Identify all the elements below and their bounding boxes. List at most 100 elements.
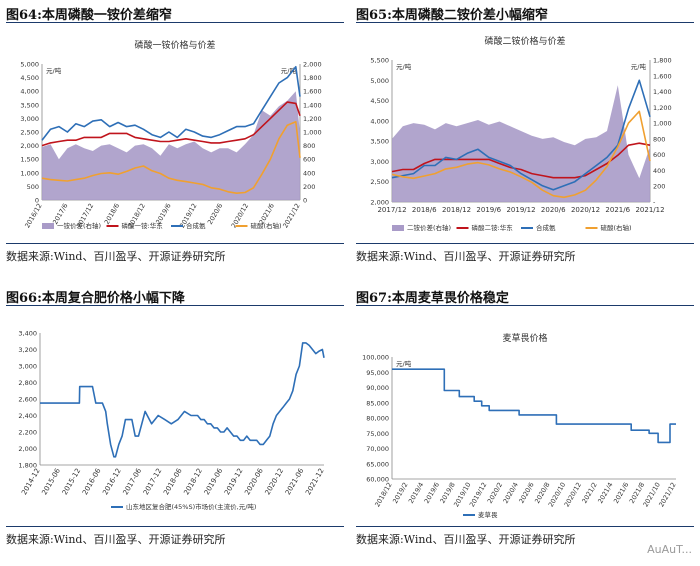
figure-65: 图65:本周磷酸二铵价差小幅缩窄 磷酸二铵价格与价差元/吨 元/吨 2,000 2,5… xyxy=(350,0,700,283)
y-tick-label: 5,500 xyxy=(370,57,389,65)
y-tick-label: 0 xyxy=(35,197,39,205)
x-tick-label: 2021/12 xyxy=(635,206,664,214)
source-text: 数据来源:Wind、百川盈孚、开源证券研究所 xyxy=(6,250,226,263)
y2-tick-label: 200 xyxy=(653,183,665,191)
y2-tick-label: 1,600 xyxy=(303,88,322,96)
x-tick-label: 2020-12 xyxy=(264,467,286,496)
y2-tick-label: 2,000 xyxy=(303,61,322,69)
figure-title: 图64:本周磷酸一铵价差缩窄 xyxy=(6,8,172,23)
y-tick-label: 3,500 xyxy=(20,101,39,109)
x-tick-label: 2018/6 xyxy=(412,206,437,214)
y-tick-label: 60,000 xyxy=(366,476,389,484)
y2-tick-label: 0 xyxy=(303,197,307,205)
y2-tick-label: 1,800 xyxy=(303,74,322,82)
x-tick-label: 2017-12 xyxy=(142,467,164,496)
y-tick-label: 2,500 xyxy=(370,178,389,186)
x-tick-label: 2020-06 xyxy=(243,467,265,497)
chart-66: 1,800 2,000 2,200 2,400 2,600 2,800 3,000 3,200… xyxy=(18,330,326,512)
figure-66: 图66:本周复合肥价格小幅下降 1,800 2,000 2,200 2,400 2,60… xyxy=(0,283,350,566)
series-line-1 xyxy=(41,101,301,147)
right-unit-label: 元/吨 xyxy=(631,62,647,71)
series-line-0 xyxy=(40,342,325,458)
y2-tick-label: 800 xyxy=(653,135,665,143)
x-tick-label: 2016/12 xyxy=(23,202,43,229)
y-tick-label: 1,000 xyxy=(20,169,39,177)
y-tick-label: 95,000 xyxy=(366,369,389,377)
y-tick-label: 2,800 xyxy=(18,379,37,387)
y-tick-label: 2,000 xyxy=(20,142,39,150)
x-tick-label: 2021/6 xyxy=(605,206,630,214)
x-tick-label: 2015-12 xyxy=(61,467,83,496)
left-unit-label: 元/吨 xyxy=(46,66,62,75)
source-text: 数据来源:Wind、百川盈孚、开源证券研究所 xyxy=(356,533,576,546)
x-tick-label: 2016-06 xyxy=(81,467,103,497)
series-line-2 xyxy=(391,79,651,191)
y-tick-label: 3,000 xyxy=(370,158,389,166)
y-tick-label: 2,000 xyxy=(370,199,389,207)
title-rule xyxy=(6,305,344,306)
legend-label: 一铵价差(右轴) xyxy=(57,221,101,230)
x-tick-label: 2021-06 xyxy=(284,467,306,497)
y-tick-label: 3,500 xyxy=(370,138,389,146)
right-unit-label: 元/吨 xyxy=(281,66,297,75)
watermark-text: AuAuT... xyxy=(647,543,692,556)
y-tick-label: 100,000 xyxy=(362,354,389,362)
y-tick-label: 90,000 xyxy=(366,384,389,392)
series-line-2 xyxy=(41,65,301,141)
y-tick-label: 4,000 xyxy=(370,117,389,125)
x-tick-label: 2021-12 xyxy=(304,467,326,496)
y2-tick-label: 600 xyxy=(653,151,665,159)
y2-tick-label: 1,200 xyxy=(303,115,322,123)
y-tick-label: 5,000 xyxy=(370,77,389,85)
title-rule xyxy=(6,22,344,23)
left-unit-label: 元/吨 xyxy=(396,62,412,71)
legend-label: 麦草畏 xyxy=(478,510,498,519)
chart-title: 磷酸一铵价格与价差 xyxy=(134,39,215,51)
x-tick-label: 2014-12 xyxy=(20,467,42,496)
y-tick-label: 65,000 xyxy=(366,460,389,468)
y2-tick-label: 1,400 xyxy=(303,101,322,109)
legend-label: 硫酸(右轴) xyxy=(601,223,632,232)
legend-swatch xyxy=(392,225,404,231)
x-tick-label: 2020/12 xyxy=(571,206,600,214)
chart-title: 磷酸二铵价格与价差 xyxy=(484,35,565,47)
x-tick-label: 2020/6 xyxy=(206,202,224,226)
y-tick-label: 70,000 xyxy=(366,445,389,453)
legend-swatch xyxy=(42,223,54,229)
left-unit-label: 元/吨 xyxy=(396,359,412,368)
figure-67: 图67:本周麦草畏价格稳定 麦草畏价格 元/吨 60,000 65,000 70,000… xyxy=(350,283,700,566)
source-rule xyxy=(6,243,344,244)
legend-label: 硫酸(右轴) xyxy=(251,221,282,230)
legend-label: 磷酸二铵:华东 xyxy=(472,223,514,232)
figure-title: 图65:本周磷酸二铵价差小幅缩窄 xyxy=(356,8,548,23)
x-tick-label: 2017/12 xyxy=(377,206,406,214)
y-tick-label: 2,400 xyxy=(18,412,37,420)
y2-tick-label: 800 xyxy=(303,142,315,150)
source-text: 数据来源:Wind、百川盈孚、开源证券研究所 xyxy=(356,250,576,263)
x-tick-label: 2018/12 xyxy=(442,206,471,214)
x-tick-label: 2020/6 xyxy=(541,206,566,214)
y-tick-label: 2,500 xyxy=(20,129,39,137)
series-line-3 xyxy=(41,121,301,194)
y2-tick-label: 1,400 xyxy=(653,88,672,96)
x-tick-label: 2019-12 xyxy=(223,467,245,496)
y2-tick-label: 400 xyxy=(653,167,665,175)
series-line-3 xyxy=(391,110,651,199)
y-tick-label: 4,500 xyxy=(370,97,389,105)
y-tick-label: 2,600 xyxy=(18,396,37,404)
y-tick-label: 4,000 xyxy=(20,88,39,96)
y-tick-label: 4,500 xyxy=(20,74,39,82)
x-tick-label: 2018/12 xyxy=(373,481,393,508)
figure-title: 图66:本周复合肥价格小幅下降 xyxy=(6,291,185,306)
title-rule xyxy=(356,305,694,306)
x-tick-label: 2018/6 xyxy=(103,202,121,226)
y-tick-label: 1,800 xyxy=(18,462,37,470)
y-tick-label: 3,000 xyxy=(18,363,37,371)
y-tick-label: 3,000 xyxy=(20,115,39,123)
source-rule xyxy=(356,526,694,527)
title-rule xyxy=(356,22,694,23)
y2-tick-label: 400 xyxy=(303,169,315,177)
legend-label: 山东地区复合肥(45%S)市场价(主流价,元/吨) xyxy=(126,502,256,511)
